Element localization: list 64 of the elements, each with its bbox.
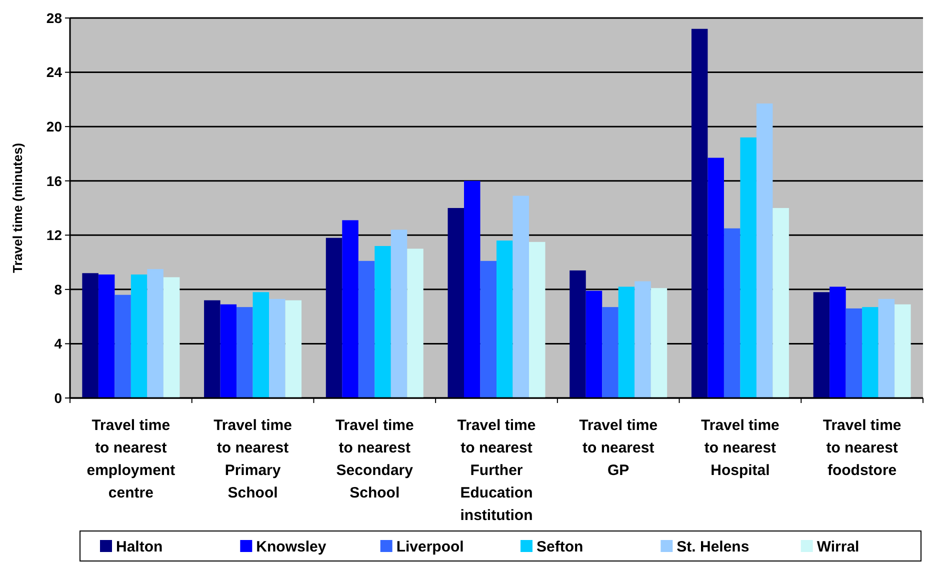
bar [813,292,830,398]
y-axis-title: Travel time (minutes) [10,142,25,274]
legend-label: Knowsley [256,538,327,556]
bar [82,273,98,398]
bar [220,304,237,398]
x-tick-label: Travel time to nearest GP [579,417,658,479]
bar [650,288,668,398]
bar [512,196,529,398]
bar [204,300,220,398]
bar [342,220,358,398]
bar [496,240,513,398]
bar [147,269,164,398]
bar [98,274,115,398]
bar [708,158,724,398]
bar [130,274,148,398]
bar [374,246,391,398]
y-tick-label: 20 [46,118,62,134]
x-tick-label: Travel time to nearest foodstore [822,417,902,479]
legend-label: St. Helens [676,538,750,556]
bar [252,292,270,398]
legend-label: Halton [116,538,163,556]
legend-label: Liverpool [396,538,464,556]
bar [878,298,895,398]
y-tick-label: 28 [46,10,62,26]
y-tick-label: 8 [54,281,62,298]
bar [114,294,131,398]
bar [570,270,586,398]
bar [740,137,756,398]
y-tick-label: 12 [46,227,62,244]
y-tick-label: 0 [54,390,62,406]
y-tick-label: 24 [46,64,62,80]
bar [528,242,546,398]
bar [634,281,651,398]
bar [480,260,496,398]
bar [602,307,618,398]
bar [894,304,911,398]
x-tick-label: Travel time to nearest Primary School [214,417,292,502]
legend-label: Wirral [816,538,860,556]
bar [163,277,180,398]
bar [448,208,464,398]
bar [830,286,846,398]
bar [756,104,773,398]
bar [464,180,480,398]
bar [269,298,286,398]
x-tick-label: Travel time to nearest Hospital [701,417,780,479]
bar [236,307,253,398]
bar [862,307,878,398]
bar [285,300,302,398]
y-tick-label: 4 [54,336,62,352]
bar [724,228,740,398]
bar [586,290,602,398]
bar [326,238,342,398]
x-tick-label: Travel time to nearest Further Education institution [457,417,536,524]
legend-label: Sefton [536,538,584,556]
y-tick-label: 16 [46,172,62,189]
bar [358,260,375,398]
bar [846,308,862,398]
bar [691,28,708,398]
bar [390,230,408,398]
x-tick-label: Travel time to nearest Secondary School [335,417,414,502]
bar [772,208,789,398]
x-tick-label: Travel time to nearest employment centre [86,417,176,502]
bar [407,248,424,398]
bar [618,286,635,398]
